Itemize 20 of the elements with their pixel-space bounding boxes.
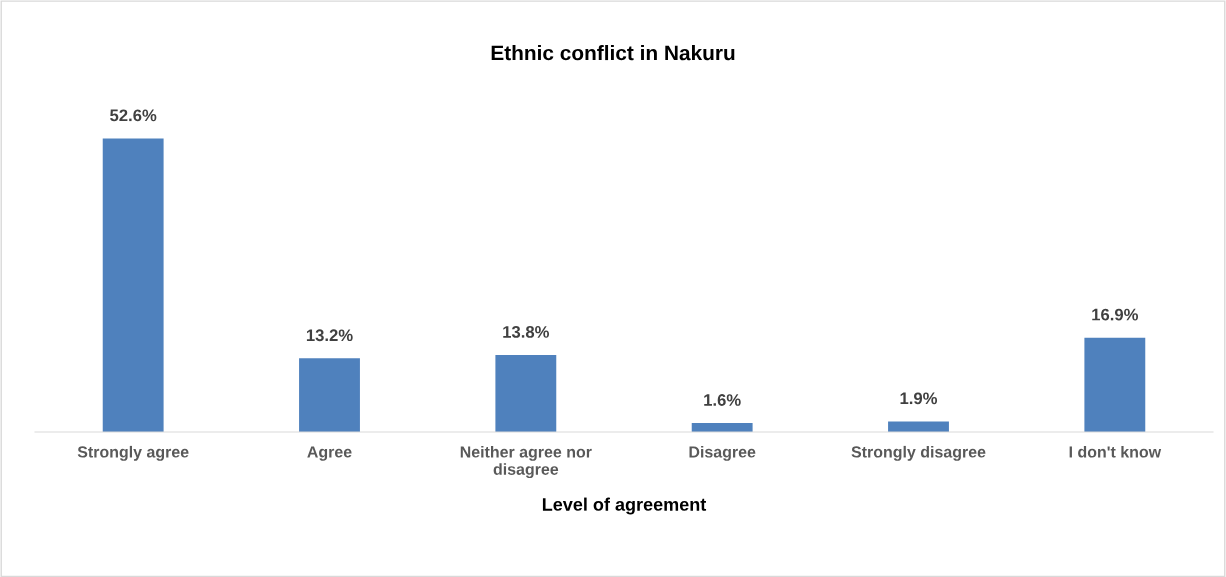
x-axis-title: Level of agreement bbox=[542, 497, 707, 515]
x-tick-label: Strongly disagree bbox=[851, 445, 986, 461]
bar bbox=[1084, 337, 1146, 432]
chart-title: Ethnic conflict in Nakuru bbox=[491, 45, 735, 61]
x-tick-label: Agree bbox=[307, 446, 352, 461]
data-label: 1.9% bbox=[900, 392, 938, 405]
x-tick-label: Disagree bbox=[689, 445, 756, 461]
x-tick-label: Strongly agree bbox=[77, 445, 189, 461]
x-tick-label: I don't know bbox=[1069, 445, 1162, 458]
data-label: 13.8% bbox=[503, 326, 550, 338]
data-label: 13.2% bbox=[306, 329, 353, 342]
bar bbox=[691, 423, 753, 432]
bar bbox=[102, 138, 164, 432]
x-tick-label: Neither agree nor disagree bbox=[460, 445, 592, 479]
data-label: 1.6% bbox=[704, 394, 741, 406]
bar bbox=[888, 421, 949, 432]
data-label: 16.9% bbox=[1092, 308, 1139, 321]
data-label: 52.6% bbox=[110, 109, 157, 122]
bar bbox=[495, 354, 557, 432]
bar bbox=[299, 358, 360, 432]
